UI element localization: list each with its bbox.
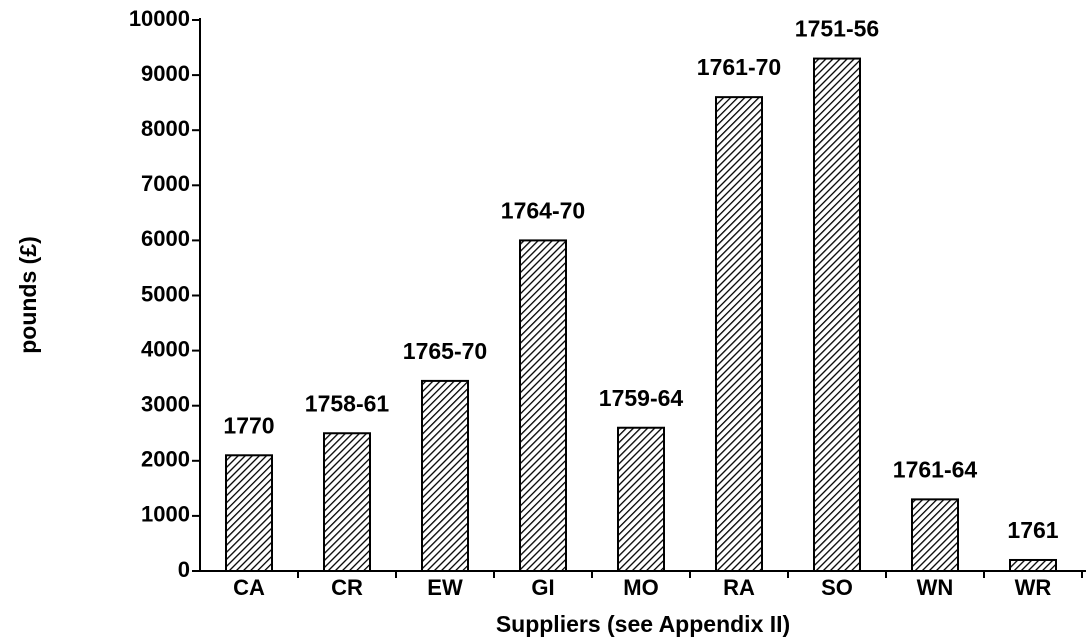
x-tick-label: WN bbox=[917, 575, 954, 600]
bar-label: 1761 bbox=[1007, 517, 1058, 543]
bar-label: 1759-64 bbox=[599, 385, 684, 411]
bar bbox=[323, 432, 371, 572]
bar bbox=[911, 498, 959, 572]
bar bbox=[715, 96, 763, 572]
y-axis-label: pounds (£) bbox=[15, 236, 41, 354]
bar bbox=[421, 379, 469, 572]
bar bbox=[225, 454, 273, 573]
x-tick-label: GI bbox=[531, 575, 554, 600]
bar bbox=[1009, 558, 1057, 572]
y-tick-label: 10000 bbox=[129, 6, 190, 31]
bar-label: 1770 bbox=[223, 412, 274, 438]
y-tick-label: 6000 bbox=[141, 226, 190, 251]
bar-label: 1765-70 bbox=[403, 338, 487, 364]
y-tick-label: 8000 bbox=[141, 116, 190, 141]
y-tick-label: 9000 bbox=[141, 61, 190, 86]
y-tick-label: 1000 bbox=[141, 502, 190, 527]
x-tick-label: WR bbox=[1015, 575, 1052, 600]
y-tick-label: 3000 bbox=[141, 392, 190, 417]
bar-label: 1761-64 bbox=[893, 456, 978, 482]
bar-label: 1761-70 bbox=[697, 54, 781, 80]
bar bbox=[617, 426, 665, 572]
y-tick-label: 0 bbox=[178, 557, 190, 582]
x-tick-label: CR bbox=[331, 575, 363, 600]
bar-label: 1751-56 bbox=[795, 16, 879, 42]
y-tick-label: 7000 bbox=[141, 171, 190, 196]
y-tick-label: 4000 bbox=[141, 336, 190, 361]
bar bbox=[813, 57, 861, 572]
x-tick-label: CA bbox=[233, 575, 265, 600]
bar-label: 1764-70 bbox=[501, 197, 585, 223]
x-tick-label: EW bbox=[427, 575, 463, 600]
x-tick-label: RA bbox=[723, 575, 755, 600]
x-tick-label: SO bbox=[821, 575, 853, 600]
y-tick-label: 5000 bbox=[141, 281, 190, 306]
bar-label: 1758-61 bbox=[305, 390, 390, 416]
y-tick-label: 2000 bbox=[141, 447, 190, 472]
bar bbox=[519, 239, 567, 572]
x-axis-label: Suppliers (see Appendix II) bbox=[496, 611, 790, 637]
x-tick-label: MO bbox=[623, 575, 658, 600]
